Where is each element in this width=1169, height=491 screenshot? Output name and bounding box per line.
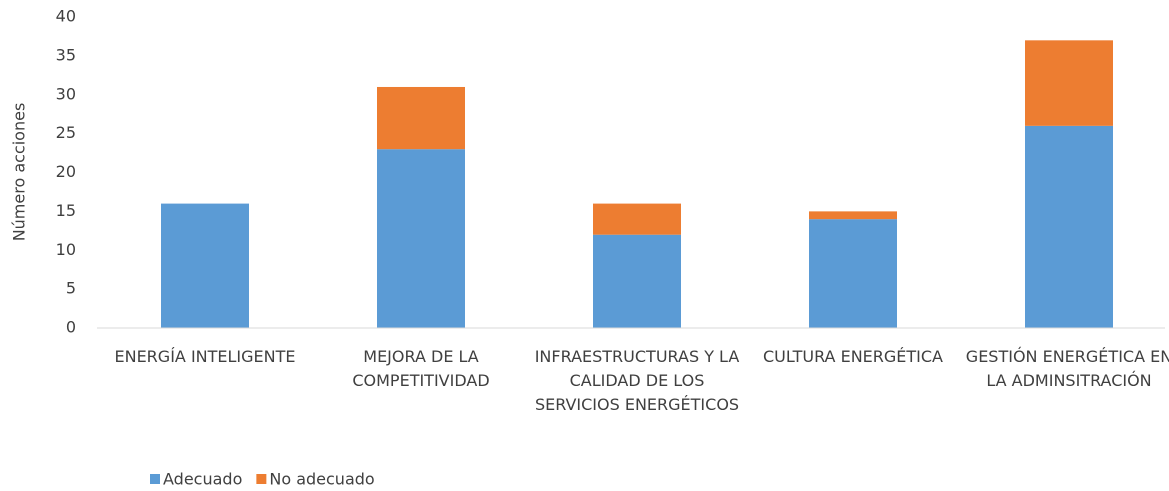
x-tick-label: INFRAESTRUCTURAS Y LA CALIDAD DE LOS SER… <box>534 347 740 414</box>
y-tick-label: 30 <box>56 84 76 103</box>
bar-segment <box>161 203 249 328</box>
y-axis-label: Número acciones <box>10 103 29 242</box>
bar-segment <box>377 86 465 150</box>
legend-swatch <box>150 474 160 484</box>
y-tick-label: 25 <box>56 123 76 142</box>
x-tick-label: CULTURA ENERGÉTICA <box>763 347 943 366</box>
x-tick-label: ENERGÍA INTELIGENTE <box>114 347 296 366</box>
legend-label: No adecuado <box>269 470 374 489</box>
legend-swatch <box>256 474 267 484</box>
bar-segment <box>1025 40 1113 126</box>
y-tick-label: 15 <box>56 201 76 220</box>
bar-segment <box>377 149 465 328</box>
bar-segment <box>809 219 897 328</box>
y-tick-label: 20 <box>56 162 76 181</box>
legend-label: Adecuado <box>163 470 242 489</box>
y-tick-label: 10 <box>56 240 76 259</box>
bar-segment <box>1025 125 1113 328</box>
bar-segment <box>809 211 897 220</box>
x-tick-label: GESTIÓN ENERGÉTICA EN LA ADMINSITRACIÓN <box>965 347 1169 390</box>
y-tick-label: 5 <box>66 279 76 298</box>
bar-segment <box>593 234 681 328</box>
bar-segment <box>593 203 681 235</box>
y-tick-label: 0 <box>66 318 76 337</box>
y-tick-label: 35 <box>56 45 76 64</box>
y-tick-label: 40 <box>56 7 76 26</box>
x-tick-label: MEJORA DE LA COMPETITIVIDAD <box>352 347 490 390</box>
